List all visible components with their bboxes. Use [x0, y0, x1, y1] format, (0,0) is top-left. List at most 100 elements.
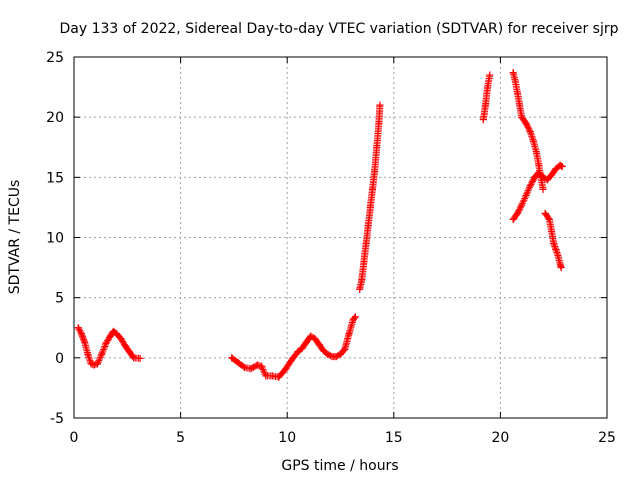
data-point	[136, 354, 144, 362]
x-axis-label: GPS time / hours	[281, 458, 398, 474]
data-point	[315, 341, 323, 349]
data-point	[234, 359, 242, 367]
data-point	[522, 191, 530, 199]
data-point	[93, 360, 101, 368]
data-point	[268, 372, 276, 380]
x-tick-label: 20	[491, 430, 509, 446]
data-point	[90, 361, 98, 369]
data-point	[529, 137, 537, 145]
data-point	[479, 116, 487, 124]
data-point	[486, 71, 494, 79]
data-point	[102, 339, 110, 347]
data-point	[518, 113, 526, 121]
x-tick-label: 0	[70, 430, 79, 446]
x-tick-label: 25	[598, 430, 616, 446]
data-point	[358, 276, 366, 284]
y-axis-label: SDTVAR / TECUs	[7, 180, 23, 295]
data-point	[376, 101, 384, 109]
data-point	[228, 354, 236, 362]
data-point	[541, 209, 549, 217]
data-point	[106, 332, 114, 340]
data-point	[84, 350, 92, 358]
y-tick-label: 25	[46, 50, 64, 66]
data-point	[552, 246, 560, 254]
data-point	[522, 119, 530, 127]
data-point	[319, 347, 327, 355]
data-point	[531, 173, 539, 181]
y-tick-label: 0	[55, 351, 64, 367]
data-point	[287, 356, 295, 364]
data-point	[550, 240, 558, 248]
y-tick-label: 5	[55, 291, 64, 307]
data-point	[518, 201, 526, 209]
data-point	[373, 143, 381, 151]
data-point	[556, 260, 564, 268]
data-point	[535, 161, 543, 169]
data-point	[341, 345, 349, 353]
data-point	[125, 348, 133, 356]
data-point	[302, 338, 310, 346]
data-point	[509, 69, 517, 77]
chart-title: Day 133 of 2022, Sidereal Day-to-day VTE…	[59, 21, 618, 37]
data-point	[253, 361, 261, 369]
data-point	[558, 163, 566, 171]
data-point	[371, 167, 379, 175]
data-point	[557, 264, 565, 272]
data-point	[247, 365, 255, 373]
data-point	[526, 128, 534, 136]
data-point	[130, 354, 138, 362]
data-point	[535, 169, 543, 177]
data-point	[548, 227, 556, 235]
data-point	[368, 185, 376, 193]
y-tick-label: 20	[46, 110, 64, 126]
data-point	[513, 89, 521, 97]
data-point	[275, 373, 283, 381]
data-point	[526, 182, 534, 190]
data-point	[351, 313, 359, 321]
data-point	[258, 362, 266, 370]
data-point	[543, 176, 551, 184]
data-point	[362, 240, 370, 248]
y-tick-label: 10	[46, 231, 64, 247]
data-point	[74, 324, 82, 332]
data-points	[74, 69, 566, 381]
data-point	[281, 366, 289, 374]
data-point	[554, 252, 562, 260]
data-point	[548, 171, 556, 179]
data-point	[481, 101, 489, 109]
x-tick-label: 10	[278, 430, 296, 446]
x-tick-label: 5	[176, 430, 185, 446]
data-point	[117, 335, 125, 343]
data-point	[545, 215, 553, 223]
data-point	[98, 350, 106, 358]
sdtvar-series-markers	[74, 69, 566, 381]
data-point	[298, 344, 306, 352]
data-point	[366, 203, 374, 211]
data-point	[513, 209, 521, 217]
data-point	[262, 372, 270, 380]
data-point	[311, 335, 319, 343]
y-tick-label: -5	[50, 411, 64, 427]
data-point	[509, 215, 517, 223]
data-point	[364, 221, 372, 229]
axis-ticks: 0 5 10 15 20 25 -5 0 5 10 15 20 25	[46, 50, 616, 446]
data-point	[360, 258, 368, 266]
data-point	[345, 330, 353, 338]
data-point	[81, 338, 89, 346]
data-point	[539, 173, 547, 181]
data-point	[307, 332, 315, 340]
data-point	[324, 350, 332, 358]
data-point	[511, 77, 519, 85]
x-tick-label: 15	[385, 430, 403, 446]
data-point	[375, 119, 383, 127]
data-point	[533, 149, 541, 157]
data-point	[516, 101, 524, 109]
data-point	[356, 285, 364, 293]
data-point	[539, 185, 547, 193]
data-point	[113, 330, 121, 338]
data-point	[337, 350, 344, 358]
data-point	[77, 330, 85, 338]
data-point	[294, 348, 302, 356]
data-point	[484, 83, 492, 91]
